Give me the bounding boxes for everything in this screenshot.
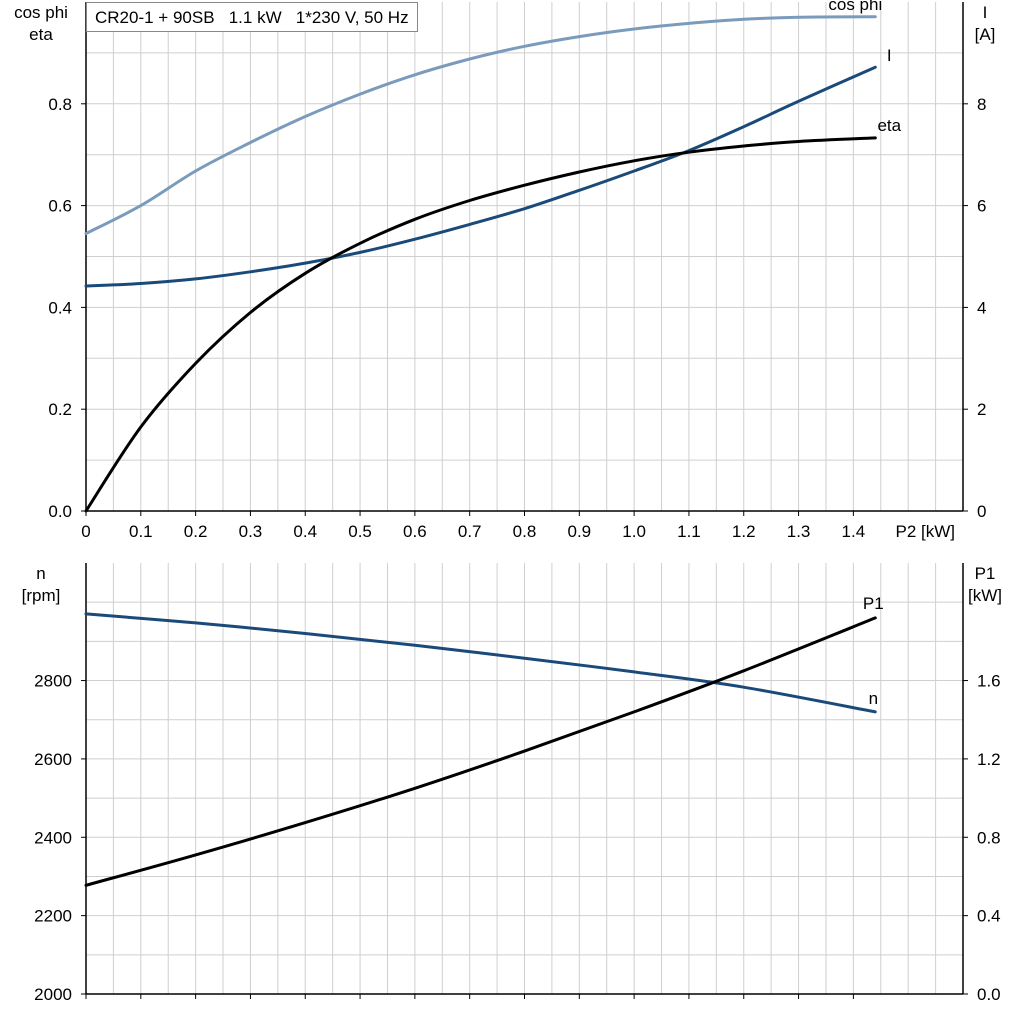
x-tick-label: 0.4	[293, 522, 317, 541]
y-right-tick-label: 1.6	[977, 672, 1001, 691]
x-tick-label: 1.1	[677, 522, 701, 541]
y-left-tick-label: 0.4	[48, 298, 72, 317]
series-line-n	[84, 612, 877, 714]
x-tick-label: 0.3	[239, 522, 263, 541]
y-left-tick-label: 0.0	[48, 502, 72, 521]
x-tick-label: 0.2	[184, 522, 208, 541]
y-right-tick-label: 8	[977, 95, 986, 114]
y-right-tick-label: 1.2	[977, 750, 1001, 769]
y-left-tick-label: 0.8	[48, 95, 72, 114]
y-right-tick-label: 0.4	[977, 907, 1001, 926]
x-tick-label: 0.9	[567, 522, 591, 541]
x-tick-label: 0.5	[348, 522, 372, 541]
y-right-axis-label: P1	[975, 564, 996, 583]
x-tick-label: 1.2	[732, 522, 756, 541]
x-tick-label: 1.3	[787, 522, 811, 541]
y-right-tick-label: 4	[977, 298, 986, 317]
y-left-tick-label: 0.6	[48, 197, 72, 216]
y-left-axis-label: n	[36, 564, 45, 583]
y-right-tick-label: 6	[977, 197, 986, 216]
series-line-eta	[84, 136, 877, 513]
series-line-i	[84, 65, 877, 288]
y-right-tick-label: 0.0	[977, 985, 1001, 1004]
chart-title: CR20-1 + 90SB 1.1 kW 1*230 V, 50 Hz	[86, 2, 418, 32]
series-label-i: I	[887, 46, 892, 65]
series-line-cos-phi	[84, 15, 877, 236]
x-tick-label: 0.1	[129, 522, 153, 541]
x-tick-label: 0.6	[403, 522, 427, 541]
x-tick-label: 0	[81, 522, 90, 541]
y-left-tick-label: 2800	[34, 672, 72, 691]
y-left-tick-label: 2400	[34, 828, 72, 847]
y-left-tick-label: 2000	[34, 985, 72, 1004]
series-label-n: n	[869, 689, 878, 708]
y-left-axis-label: cos phi	[14, 3, 68, 22]
y-right-tick-label: 0.8	[977, 828, 1001, 847]
y-left-tick-label: 2200	[34, 907, 72, 926]
y-right-axis-label: [A]	[975, 25, 996, 44]
x-tick-label: 1.0	[622, 522, 646, 541]
y-left-tick-label: 0.2	[48, 400, 72, 419]
series-label-p1: P1	[863, 594, 884, 613]
x-tick-label: 1.4	[842, 522, 866, 541]
series-label-cos-phi: cos phi	[828, 0, 882, 14]
y-right-tick-label: 0	[977, 502, 986, 521]
y-right-axis-label: [kW]	[968, 586, 1002, 605]
x-axis-label: P2 [kW]	[895, 522, 955, 541]
x-tick-label: 0.8	[513, 522, 537, 541]
y-right-axis-label: I	[983, 3, 988, 22]
y-left-axis-label: eta	[29, 25, 53, 44]
x-tick-label: 0.7	[458, 522, 482, 541]
y-left-axis-label: [rpm]	[22, 586, 61, 605]
y-right-tick-label: 2	[977, 400, 986, 419]
series-label-eta: eta	[877, 116, 901, 135]
series-line-p1	[84, 616, 877, 887]
y-left-tick-label: 2600	[34, 750, 72, 769]
